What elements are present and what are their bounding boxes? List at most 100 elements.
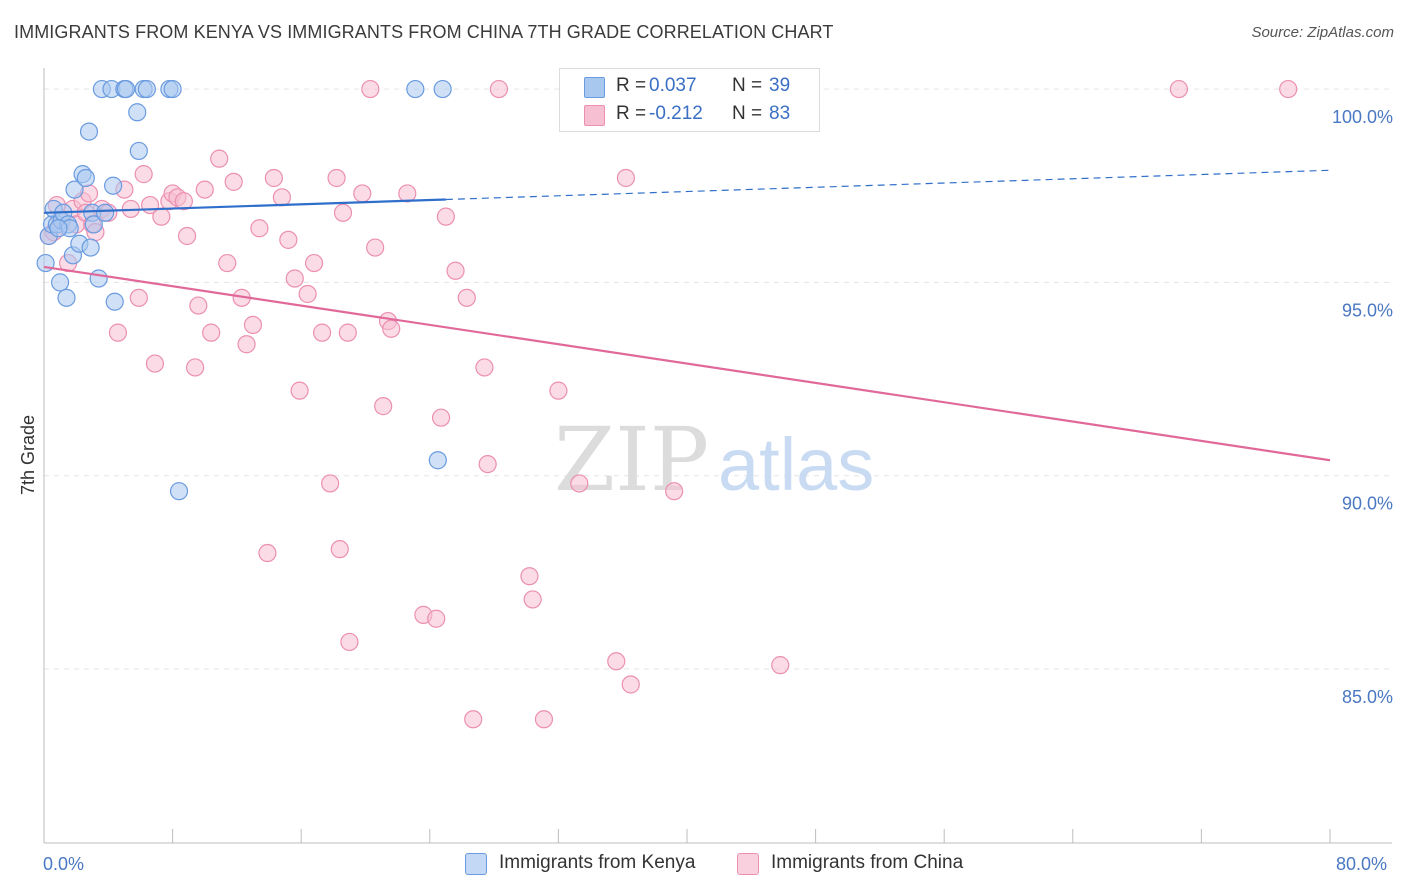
china-r-label: R = bbox=[616, 103, 647, 124]
china-point bbox=[108, 323, 128, 342]
kenya-point bbox=[84, 215, 103, 234]
axes bbox=[43, 68, 1392, 844]
china-point bbox=[129, 288, 148, 307]
chart-title: IMMIGRANTS FROM KENYA VS IMMIGRANTS FROM… bbox=[14, 22, 834, 42]
china-point bbox=[330, 540, 349, 559]
china-point bbox=[304, 253, 324, 273]
china-point bbox=[279, 230, 298, 249]
kenya-point bbox=[116, 79, 136, 99]
china-point bbox=[520, 567, 539, 586]
china-point bbox=[195, 180, 214, 199]
kenya-n-label: N = bbox=[732, 75, 763, 96]
china-point bbox=[549, 381, 568, 400]
china-point bbox=[431, 408, 451, 427]
kenya-point bbox=[105, 292, 124, 311]
gridlines bbox=[44, 88, 1390, 670]
china-point bbox=[436, 207, 455, 226]
china-point bbox=[321, 474, 340, 493]
china-point bbox=[534, 710, 554, 729]
china-point bbox=[224, 172, 243, 191]
kenya-point bbox=[169, 482, 189, 501]
trendlines bbox=[43, 169, 1331, 462]
china-point bbox=[353, 184, 372, 203]
bottom-china-label: Immigrants from China bbox=[771, 852, 964, 873]
china-point bbox=[1279, 79, 1298, 99]
china-point bbox=[607, 652, 626, 671]
china-trendline bbox=[43, 265, 1331, 462]
y-tick-label-90: 90.0% bbox=[1342, 494, 1393, 514]
china-point bbox=[457, 288, 476, 307]
china-point bbox=[272, 188, 292, 207]
china-series bbox=[39, 79, 1298, 729]
china-point bbox=[312, 323, 332, 342]
china-point bbox=[621, 675, 640, 694]
kenya-point bbox=[89, 269, 108, 288]
kenya-point bbox=[137, 79, 156, 99]
china-point bbox=[464, 710, 483, 729]
china-point bbox=[250, 219, 269, 238]
kenya-r-value: 0.037 bbox=[649, 75, 697, 96]
china-point bbox=[327, 168, 346, 188]
x-tick-label-max: 80.0% bbox=[1336, 854, 1387, 874]
kenya-point bbox=[128, 103, 147, 122]
china-point bbox=[374, 397, 393, 416]
china-point bbox=[361, 79, 380, 99]
kenya-point bbox=[50, 273, 70, 292]
china-point bbox=[290, 381, 309, 400]
china-r-value: -0.212 bbox=[649, 103, 703, 124]
correlation-legend: R = 0.037 N = 39 R = -0.212 N = 83 bbox=[559, 68, 820, 132]
kenya-point bbox=[129, 141, 148, 161]
china-point bbox=[243, 315, 263, 335]
china-point bbox=[210, 149, 229, 168]
china-point bbox=[489, 79, 509, 99]
china-point bbox=[616, 168, 636, 188]
china-point bbox=[264, 168, 283, 188]
china-point bbox=[134, 165, 153, 184]
china-point bbox=[333, 203, 353, 222]
china-point bbox=[570, 474, 589, 493]
china-point bbox=[285, 269, 304, 288]
kenya-point bbox=[65, 180, 84, 199]
china-point bbox=[298, 284, 317, 304]
china-point bbox=[665, 482, 684, 501]
china-point bbox=[177, 226, 197, 246]
kenya-n-value: 39 bbox=[769, 75, 791, 96]
kenya-point bbox=[406, 79, 425, 99]
kenya-point bbox=[95, 203, 115, 222]
china-point bbox=[174, 192, 193, 211]
china-n-value: 83 bbox=[769, 103, 791, 124]
y-axis-label: 7th Grade bbox=[18, 415, 38, 495]
china-point bbox=[152, 207, 171, 226]
china-point bbox=[446, 261, 465, 280]
china-point bbox=[189, 296, 208, 315]
china-point bbox=[427, 609, 446, 628]
china-point bbox=[1169, 79, 1188, 99]
china-swatch bbox=[584, 105, 605, 126]
bottom-kenya-swatch bbox=[465, 853, 487, 875]
y-tick-label-100: 100.0% bbox=[1332, 107, 1393, 127]
kenya-point bbox=[163, 79, 182, 99]
bottom-kenya-label: Immigrants from Kenya bbox=[499, 852, 696, 873]
china-point bbox=[475, 358, 494, 377]
china-point bbox=[340, 632, 359, 652]
kenya-point bbox=[76, 168, 95, 188]
china-point bbox=[258, 543, 277, 563]
kenya-point bbox=[49, 219, 68, 238]
china-point bbox=[523, 590, 542, 609]
x-tick-label-min: 0.0% bbox=[43, 854, 84, 874]
kenya-point bbox=[433, 79, 452, 99]
kenya-swatch bbox=[584, 77, 605, 98]
kenya-point bbox=[57, 288, 76, 307]
watermark-zip: ZIP bbox=[554, 408, 709, 511]
kenya-point bbox=[81, 238, 100, 257]
bottom-china-swatch bbox=[737, 853, 759, 875]
kenya-r-label: R = bbox=[616, 75, 647, 96]
kenya-trendline-solid bbox=[43, 198, 446, 214]
china-point bbox=[382, 319, 401, 338]
china-point bbox=[145, 354, 165, 373]
y-tick-label-95: 95.0% bbox=[1342, 300, 1393, 320]
watermark-atlas: atlas bbox=[718, 423, 874, 506]
kenya-point bbox=[428, 451, 447, 470]
kenya-trendline-dashed bbox=[445, 169, 1331, 201]
